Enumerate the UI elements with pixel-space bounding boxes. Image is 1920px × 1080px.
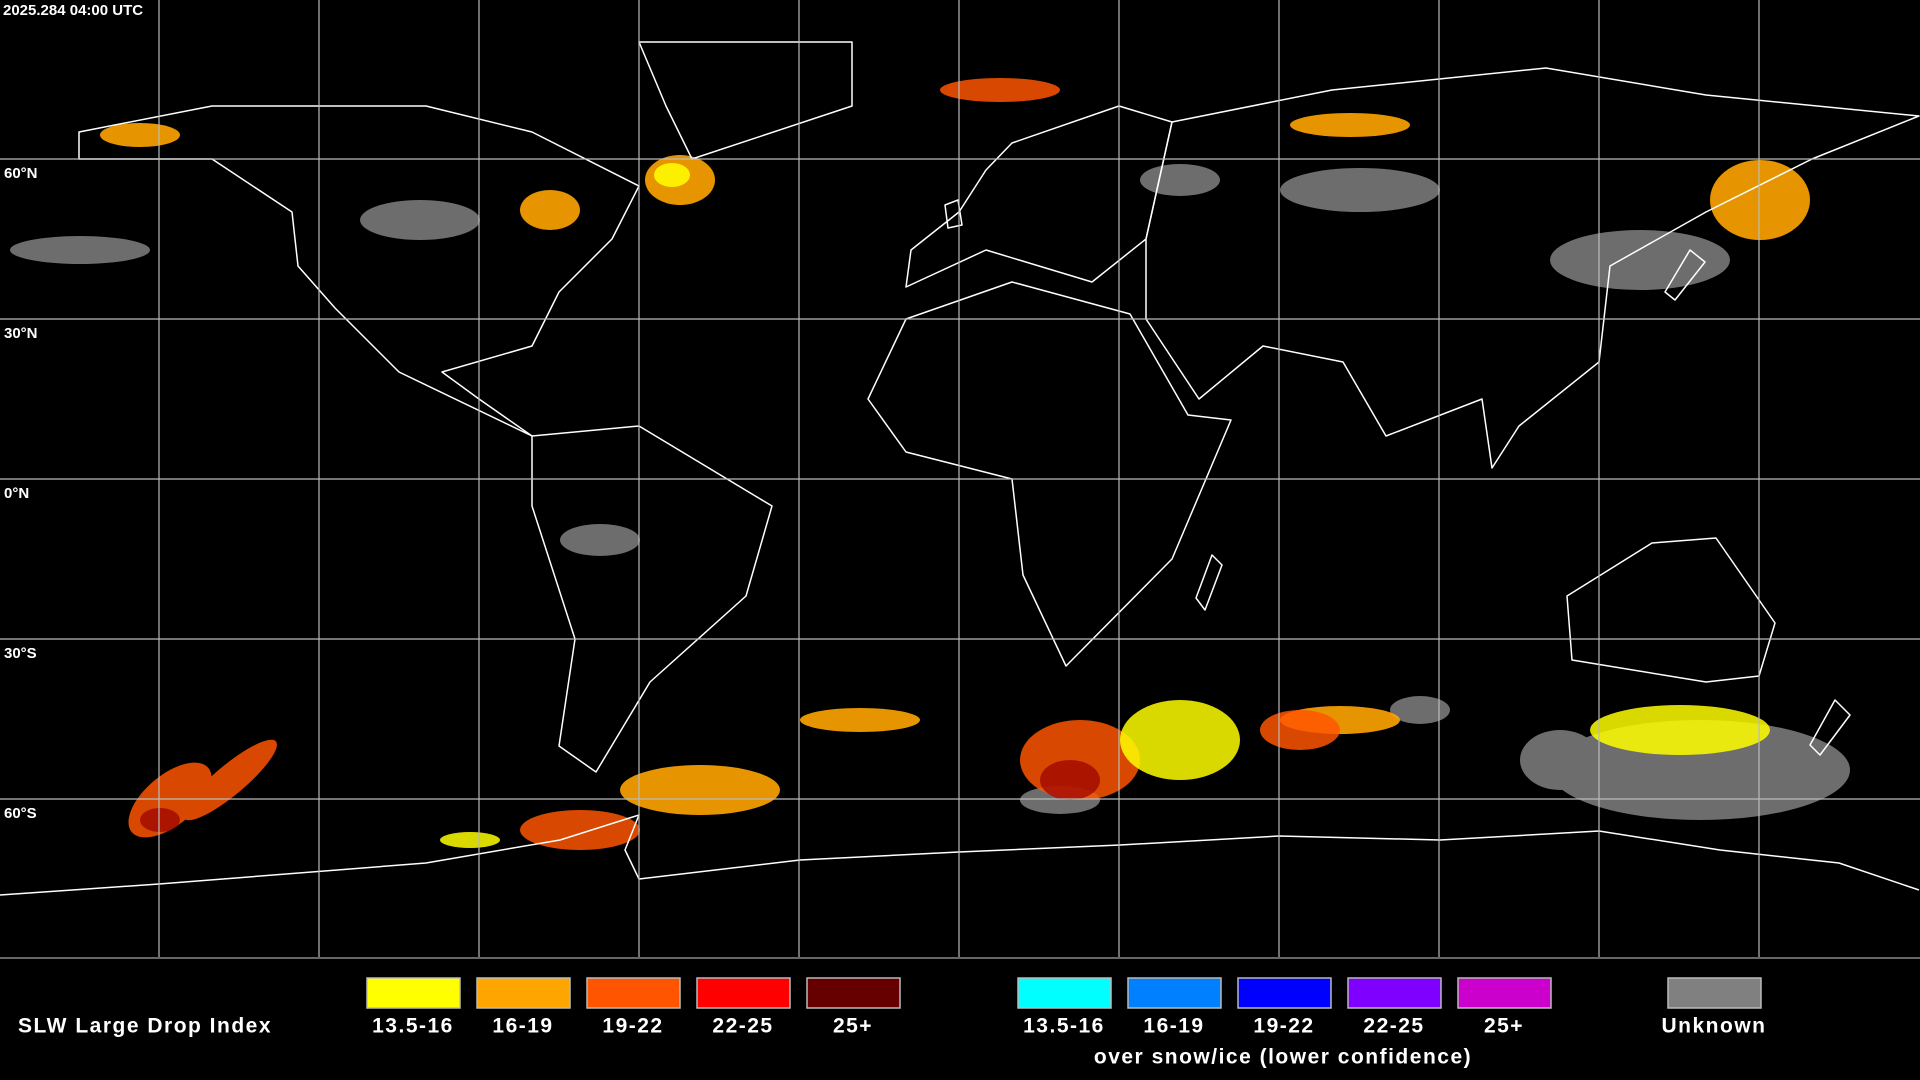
coast-greenland — [638, 41, 853, 160]
legend-swatch — [586, 977, 681, 1009]
legend-label: 13.5-16 — [1023, 1015, 1105, 1038]
coast-asia — [1145, 67, 1920, 469]
legend-label: 22-25 — [712, 1015, 773, 1038]
coast-europe — [905, 105, 1173, 288]
cloud-layer — [10, 78, 1850, 850]
legend-label: 19-22 — [602, 1015, 663, 1038]
legend-label: 16-19 — [492, 1015, 553, 1038]
legend-caption: over snow/ice (lower confidence) — [1094, 1046, 1472, 1069]
legend-swatch — [366, 977, 461, 1009]
legend-label: Unknown — [1662, 1015, 1767, 1038]
graticule — [0, 0, 1920, 957]
legend-swatch — [696, 977, 791, 1009]
latitude-label: 60°N — [4, 165, 38, 182]
legend-swatch — [1667, 977, 1762, 1009]
legend-swatch — [1237, 977, 1332, 1009]
coast-australia — [1566, 537, 1776, 683]
legend-label: 25+ — [1484, 1015, 1524, 1038]
legend-label: 13.5-16 — [372, 1015, 454, 1038]
legend-label: 22-25 — [1363, 1015, 1424, 1038]
coast-south-america — [531, 425, 773, 773]
legend-title: SLW Large Drop Index — [18, 1015, 272, 1038]
coast-new-zealand — [1809, 699, 1851, 756]
legend-label: 16-19 — [1143, 1015, 1204, 1038]
coast-north-america — [78, 105, 640, 437]
coastlines — [0, 41, 1920, 896]
coast-antarctica — [0, 814, 1920, 896]
legend-label: 25+ — [833, 1015, 873, 1038]
legend-swatch — [476, 977, 571, 1009]
legend-swatch — [1347, 977, 1442, 1009]
latitude-label: 30°N — [4, 325, 38, 342]
latitude-label: 0°N — [4, 485, 29, 502]
legend-swatch — [1457, 977, 1552, 1009]
coast-madagascar — [1195, 554, 1223, 611]
coast-japan — [1664, 249, 1706, 301]
coast-uk — [944, 199, 963, 229]
timestamp: 2025.284 04:00 UTC — [3, 2, 143, 19]
latitude-label: 60°S — [4, 805, 37, 822]
legend-label: 19-22 — [1253, 1015, 1314, 1038]
legend-swatch — [806, 977, 901, 1009]
latitude-label: 30°S — [4, 645, 37, 662]
coast-africa — [867, 281, 1232, 667]
legend-swatch — [1017, 977, 1112, 1009]
legend-swatch — [1127, 977, 1222, 1009]
